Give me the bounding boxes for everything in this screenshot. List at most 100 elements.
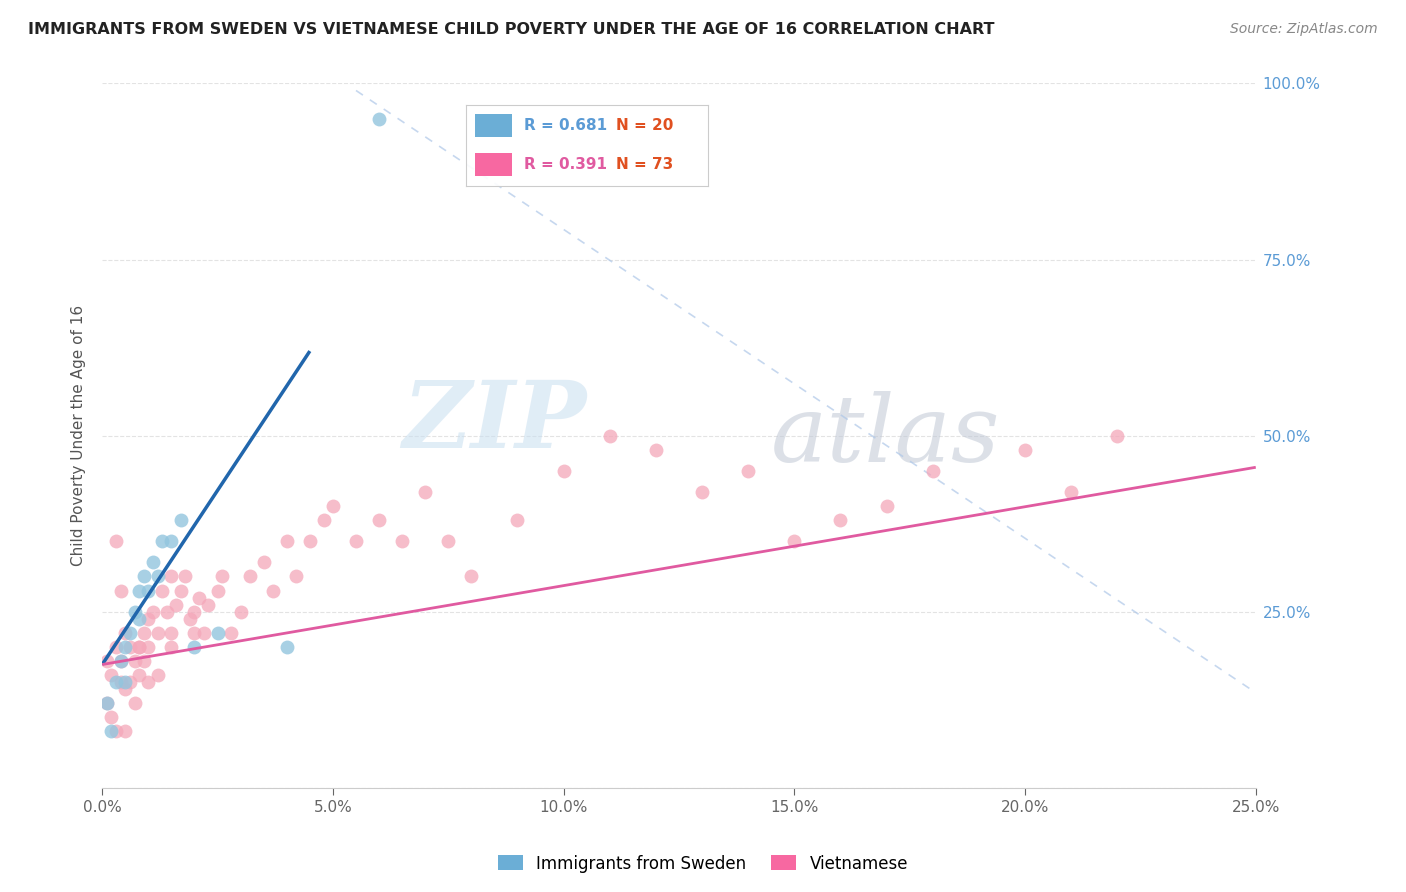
Point xyxy=(142,605,165,619)
Point xyxy=(150,534,173,549)
Point xyxy=(156,605,179,619)
Point xyxy=(690,485,713,500)
Point xyxy=(96,696,118,710)
Point xyxy=(737,464,759,478)
Point xyxy=(138,640,160,654)
Point xyxy=(921,464,943,478)
Point xyxy=(114,625,136,640)
Point xyxy=(368,513,391,527)
Point xyxy=(146,569,169,583)
Point xyxy=(114,675,136,690)
Point xyxy=(128,583,150,598)
Point xyxy=(193,625,215,640)
Point xyxy=(138,612,160,626)
Point xyxy=(100,710,122,724)
Point xyxy=(165,598,187,612)
Point xyxy=(876,499,898,513)
Point xyxy=(118,625,141,640)
Point xyxy=(239,569,262,583)
Point xyxy=(110,654,132,668)
Point xyxy=(553,464,575,478)
Point xyxy=(298,534,321,549)
Point xyxy=(253,555,276,569)
Point xyxy=(128,668,150,682)
Point xyxy=(138,675,160,690)
Point xyxy=(118,675,141,690)
Legend: Immigrants from Sweden, Vietnamese: Immigrants from Sweden, Vietnamese xyxy=(491,848,915,880)
Point xyxy=(124,696,146,710)
Point xyxy=(344,534,367,549)
Point xyxy=(262,583,284,598)
Point xyxy=(183,625,205,640)
Point xyxy=(132,654,155,668)
Point xyxy=(207,583,229,598)
Point xyxy=(128,640,150,654)
Point xyxy=(322,499,344,513)
Point xyxy=(96,696,118,710)
Point xyxy=(183,605,205,619)
Point xyxy=(138,583,160,598)
Point xyxy=(146,668,169,682)
Point xyxy=(413,485,436,500)
Text: IMMIGRANTS FROM SWEDEN VS VIETNAMESE CHILD POVERTY UNDER THE AGE OF 16 CORRELATI: IMMIGRANTS FROM SWEDEN VS VIETNAMESE CHI… xyxy=(28,22,994,37)
Point xyxy=(207,625,229,640)
Point xyxy=(128,640,150,654)
Point xyxy=(142,555,165,569)
Point xyxy=(783,534,806,549)
Point xyxy=(105,534,128,549)
Point xyxy=(100,724,122,739)
Point xyxy=(132,569,155,583)
Point xyxy=(132,625,155,640)
Point xyxy=(1060,485,1083,500)
Point xyxy=(221,625,243,640)
Point xyxy=(124,654,146,668)
Point xyxy=(183,640,205,654)
Text: atlas: atlas xyxy=(772,391,1001,481)
Point xyxy=(179,612,201,626)
Point xyxy=(96,654,118,668)
Point xyxy=(105,675,128,690)
Point xyxy=(160,534,183,549)
Y-axis label: Child Poverty Under the Age of 16: Child Poverty Under the Age of 16 xyxy=(72,305,86,566)
Point xyxy=(118,640,141,654)
Point xyxy=(124,605,146,619)
Point xyxy=(128,612,150,626)
Point xyxy=(368,112,391,126)
Point xyxy=(110,675,132,690)
Point xyxy=(391,534,413,549)
Point xyxy=(105,724,128,739)
Point xyxy=(110,583,132,598)
Point xyxy=(460,569,482,583)
Point xyxy=(114,640,136,654)
Point xyxy=(1107,428,1129,442)
Point xyxy=(276,534,298,549)
Point xyxy=(188,591,211,605)
Point xyxy=(1014,442,1036,457)
Point xyxy=(285,569,308,583)
Point xyxy=(160,640,183,654)
Point xyxy=(110,654,132,668)
Point xyxy=(599,428,621,442)
Point xyxy=(312,513,335,527)
Point xyxy=(169,583,191,598)
Point xyxy=(645,442,668,457)
Text: ZIP: ZIP xyxy=(402,376,586,467)
Point xyxy=(437,534,460,549)
Point xyxy=(100,668,122,682)
Point xyxy=(211,569,233,583)
Point xyxy=(229,605,252,619)
Point xyxy=(174,569,197,583)
Point xyxy=(197,598,219,612)
Text: Source: ZipAtlas.com: Source: ZipAtlas.com xyxy=(1230,22,1378,37)
Point xyxy=(114,724,136,739)
Point xyxy=(114,682,136,697)
Point xyxy=(160,625,183,640)
Point xyxy=(150,583,173,598)
Point xyxy=(506,513,529,527)
Point xyxy=(160,569,183,583)
Point xyxy=(830,513,852,527)
Point xyxy=(276,640,298,654)
Point xyxy=(169,513,191,527)
Point xyxy=(146,625,169,640)
Point xyxy=(105,640,128,654)
